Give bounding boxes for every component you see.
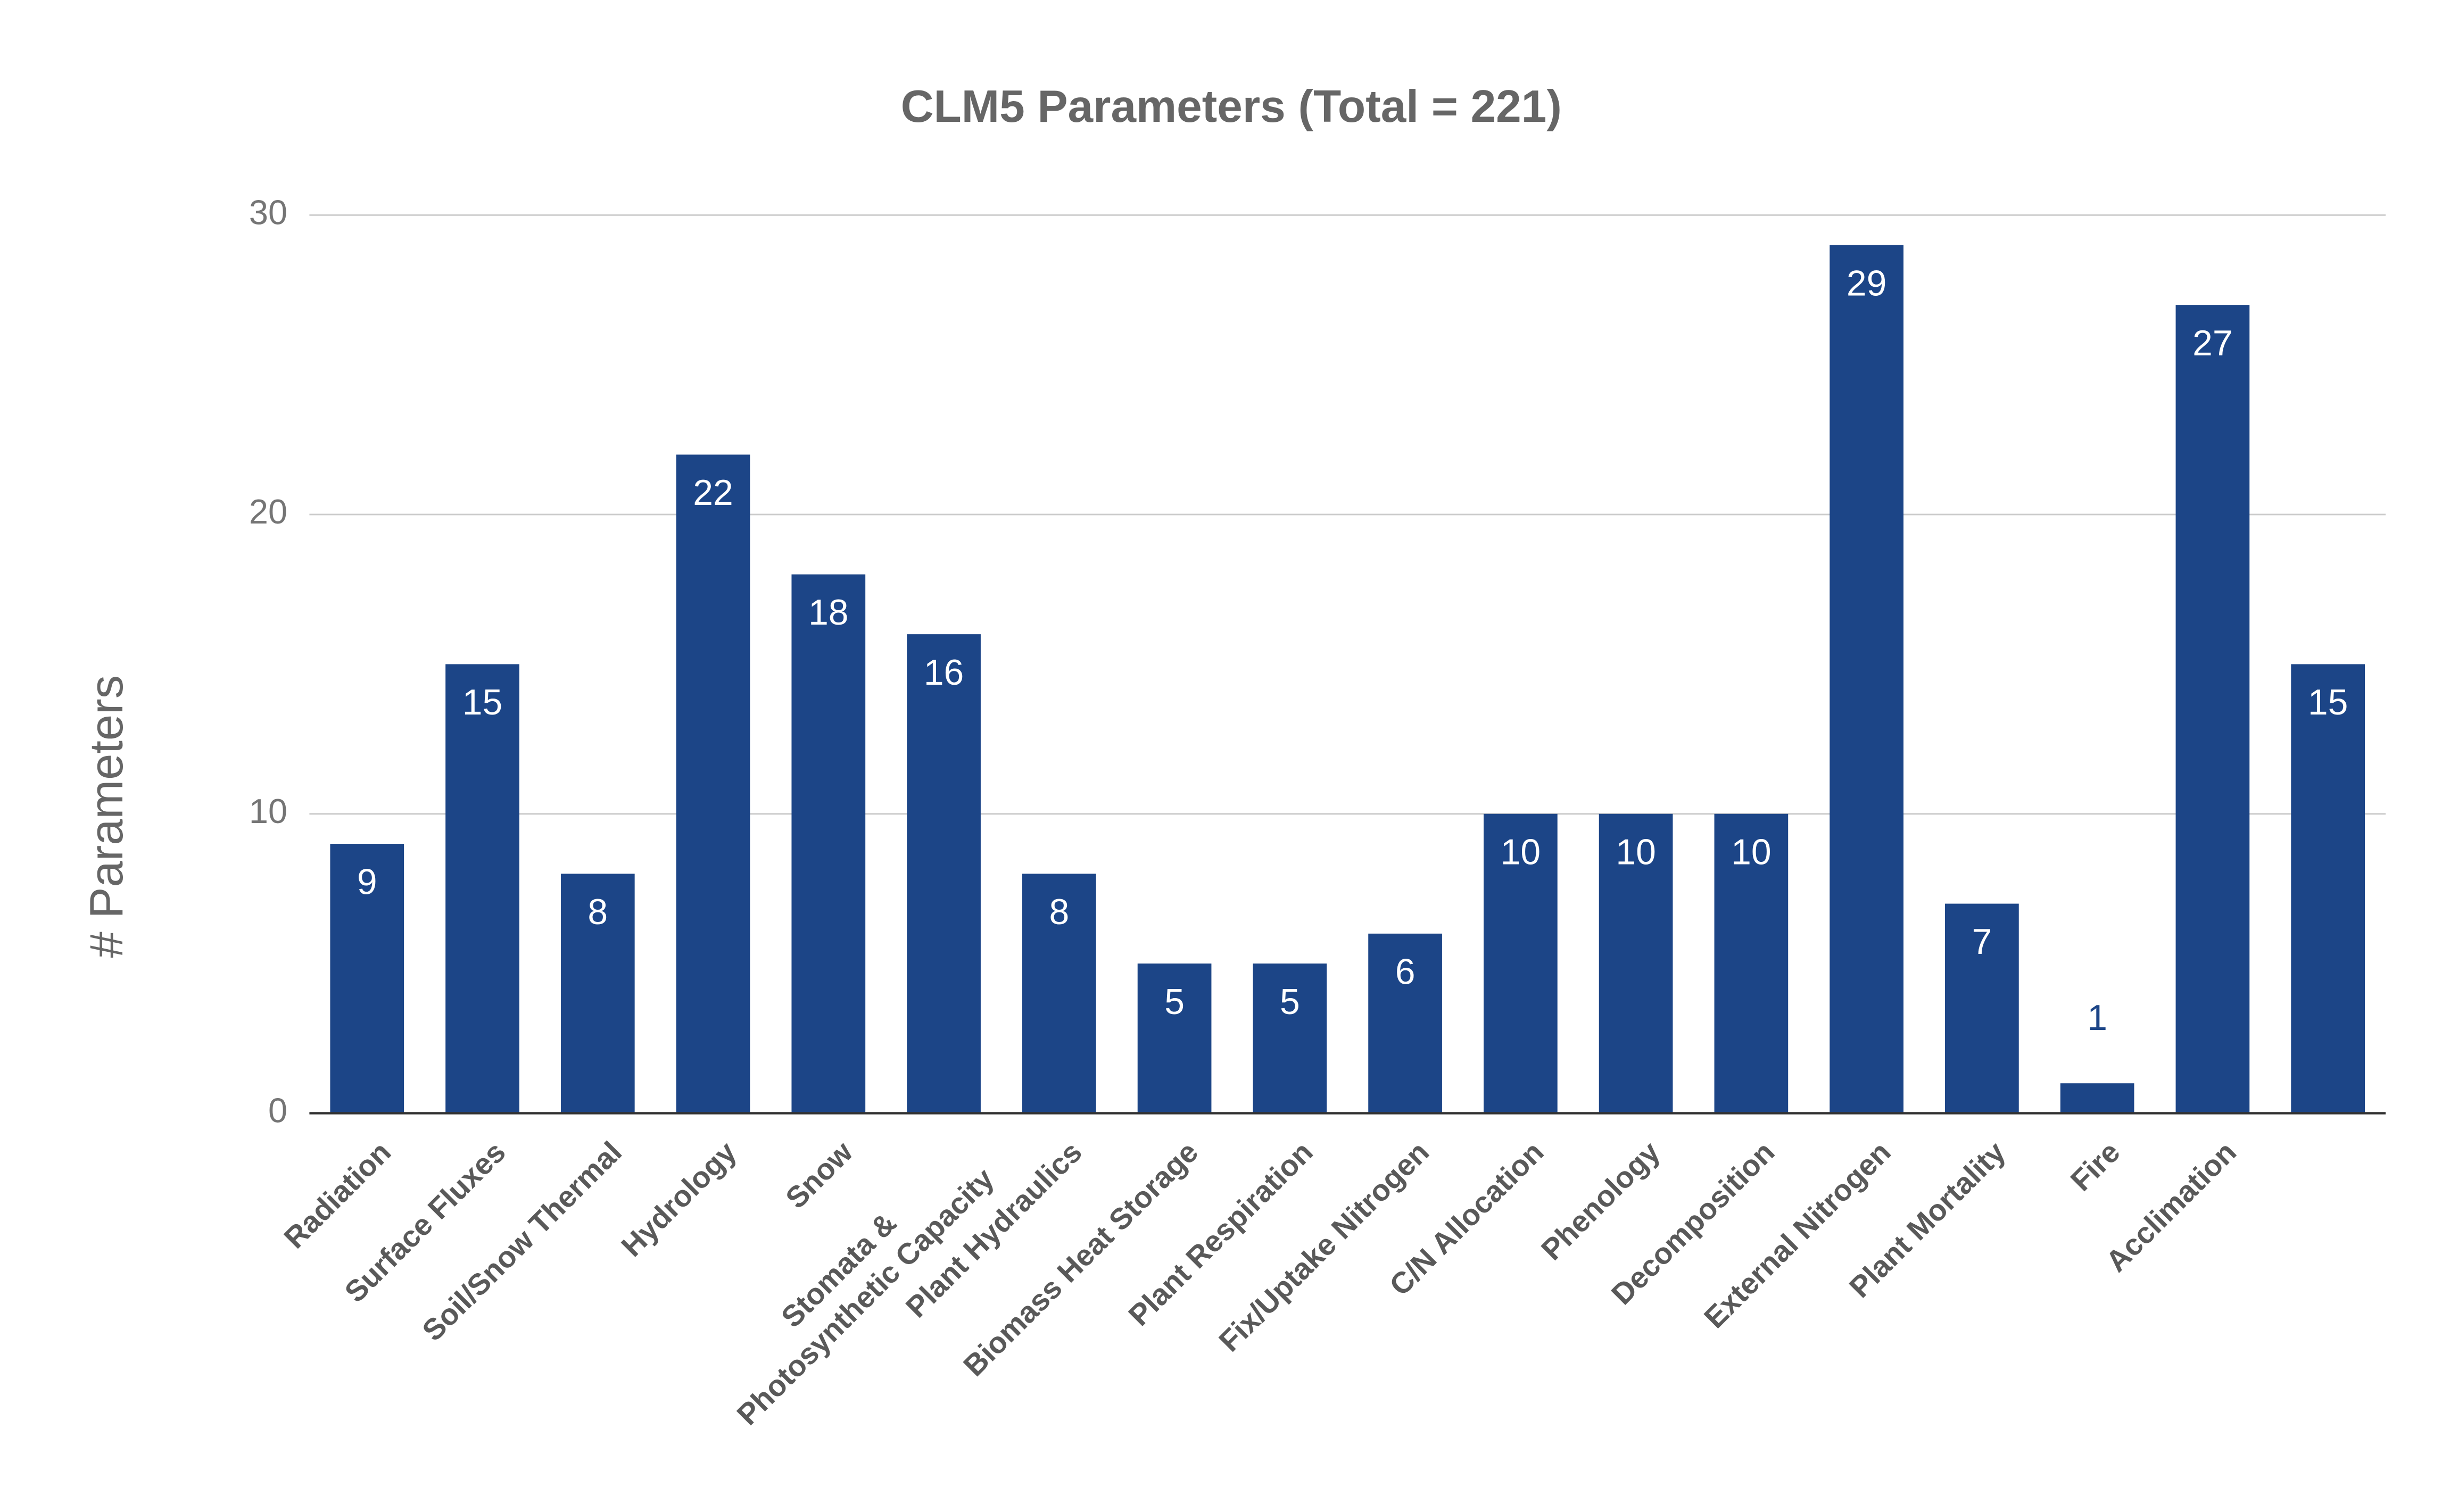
bar	[676, 454, 750, 1114]
value-label: 29	[1847, 263, 1886, 303]
value-label: 22	[693, 473, 733, 513]
value-label: 6	[1395, 952, 1416, 992]
value-label: 8	[587, 892, 608, 932]
value-label: 5	[1164, 982, 1185, 1022]
bar	[1483, 813, 1558, 1114]
bar	[1714, 813, 1789, 1114]
value-label: 15	[462, 683, 502, 722]
y-tick-label: 20	[249, 492, 287, 531]
value-label: 10	[1616, 832, 1656, 872]
y-tick-label: 10	[249, 792, 287, 830]
value-label: 15	[2308, 683, 2348, 722]
value-label: 18	[808, 593, 848, 633]
value-label: 9	[357, 862, 377, 902]
value-label: 27	[2192, 323, 2232, 363]
bar	[2175, 305, 2250, 1114]
bar	[1599, 813, 1673, 1114]
bar	[1368, 933, 1442, 1114]
value-label: 16	[924, 653, 964, 693]
bar	[330, 844, 404, 1114]
bar	[1137, 963, 1212, 1114]
bar	[1945, 903, 2019, 1114]
y-axis-title: # Parameters	[80, 675, 133, 958]
y-tick-label: 0	[268, 1091, 287, 1130]
chart-title: CLM5 Parameters (Total = 221)	[901, 81, 1562, 132]
y-tick-label: 30	[249, 193, 287, 231]
value-label: 1	[2087, 998, 2107, 1038]
value-label: 7	[1972, 922, 1992, 962]
bar	[1022, 874, 1096, 1114]
bar	[1253, 963, 1327, 1114]
bar	[2291, 664, 2365, 1114]
bar	[1830, 245, 1903, 1114]
bar	[791, 574, 866, 1114]
value-label: 8	[1049, 892, 1069, 932]
value-label: 10	[1501, 832, 1541, 872]
bar	[2060, 1083, 2134, 1114]
bar	[560, 874, 635, 1114]
bar	[445, 664, 519, 1114]
value-label: 10	[1731, 832, 1771, 872]
bar	[907, 634, 981, 1114]
value-label: 5	[1280, 982, 1300, 1022]
